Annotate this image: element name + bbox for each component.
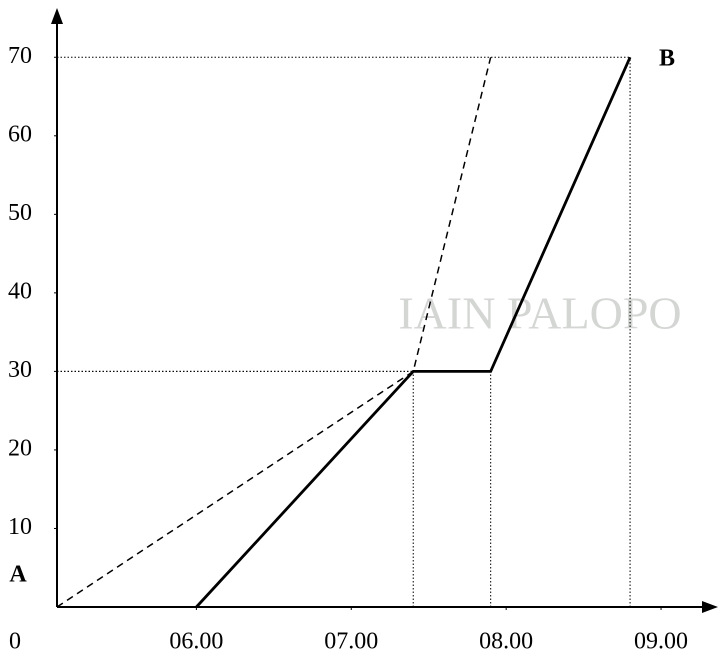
y-tick-label: 40: [8, 278, 32, 304]
y-tick-label: 30: [8, 357, 32, 383]
x-axis-arrow: [702, 601, 718, 613]
y-tick-label: 20: [8, 435, 32, 461]
x-tick-label: 06.00: [169, 629, 223, 655]
x-tick-label: 09.00: [634, 629, 688, 655]
y-axis-arrow: [51, 8, 63, 24]
y-tick-label: 10: [8, 514, 32, 540]
origin-label: 0: [9, 629, 21, 655]
x-tick-label: 08.00: [479, 629, 533, 655]
watermark: IAIN PALOPO: [398, 288, 681, 339]
point-label: A: [9, 562, 27, 588]
point-label: B: [659, 46, 675, 72]
y-tick-label: 60: [8, 121, 32, 147]
x-tick-label: 07.00: [324, 629, 378, 655]
y-tick-label: 70: [8, 43, 32, 69]
chart: IAIN PALOPO 0 A B 10 20 30 40 50 60 70 06.00 07.…: [0, 0, 719, 660]
y-tick-label: 50: [8, 200, 32, 226]
